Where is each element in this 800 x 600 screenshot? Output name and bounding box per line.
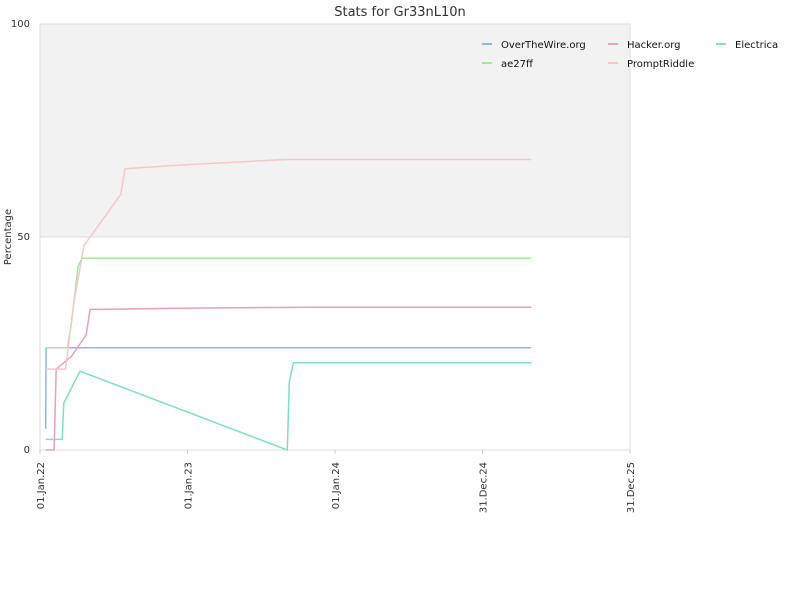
series-line-electrica [45, 361, 532, 452]
y-axis-ticks: 0 50 100 [11, 19, 30, 456]
shaded-band [40, 24, 630, 237]
legend: OverTheWire.org Hacker.org Electrica ae27ff… [482, 40, 778, 70]
chart-title: Stats for Gr33nL10n [334, 5, 466, 20]
legend-label: PromptRiddle [627, 59, 694, 70]
y-tick-label: 50 [17, 232, 30, 243]
legend-label: OverTheWire.org [501, 40, 586, 51]
y-tick-label: 0 [24, 445, 30, 456]
x-tick-label: 01.Jan.24 [331, 462, 342, 509]
legend-label: ae27ff [501, 59, 534, 70]
x-tick-label: 01.Jan.23 [184, 462, 195, 509]
x-tick-label: 31.Dec.24 [479, 462, 490, 513]
x-tick-label: 01.Jan.22 [36, 462, 47, 509]
x-axis-ticks: 01.Jan.22 01.Jan.23 01.Jan.24 31.Dec.24 31.D… [36, 450, 637, 513]
legend-label: Electrica [735, 40, 778, 51]
x-tick-label: 31.Dec.25 [626, 462, 637, 513]
series-lines [44, 158, 532, 452]
series-line-hacker-org [45, 306, 532, 451]
series-line-ae27ff [45, 257, 532, 349]
y-tick-label: 100 [11, 19, 30, 30]
y-axis-label: Percentage [3, 209, 14, 265]
series-line-promptriddle [45, 158, 532, 370]
legend-label: Hacker.org [627, 40, 681, 51]
